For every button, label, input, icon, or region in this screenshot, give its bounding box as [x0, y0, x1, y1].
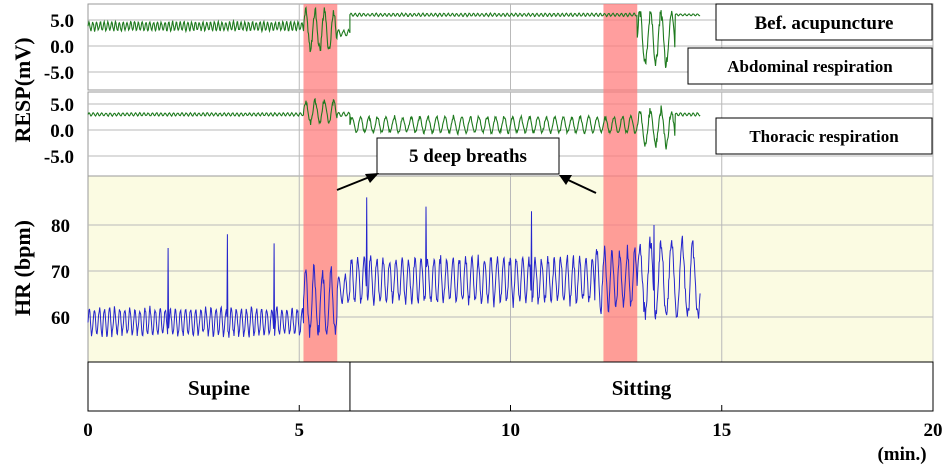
grid-lines — [88, 4, 934, 362]
hr-trace — [87, 197, 701, 338]
abdominal-trace — [87, 6, 701, 68]
annotation-arrow-right — [565, 178, 597, 194]
abdominal-y-tick-label: -5.0 — [44, 63, 74, 84]
x-tick-label: 15 — [712, 420, 731, 441]
abdominal-y-tick-label: 5.0 — [50, 11, 74, 32]
abdominal-label-box: Abdominal respiration — [687, 47, 933, 85]
x-axis: 0 5 10 15 20 — [83, 405, 942, 441]
abdominal-y-tick-label: 0.0 — [50, 37, 74, 58]
thoracic-y-tick-label: -5.0 — [44, 147, 74, 168]
annotation-arrowhead-left — [365, 173, 379, 183]
x-tick-label: 0 — [83, 420, 93, 441]
thoracic-label-box: Thoracic respiration — [715, 117, 933, 155]
traces — [87, 6, 701, 338]
x-tick-label: 5 — [295, 420, 305, 441]
phase-label-sitting: Sitting — [612, 376, 672, 400]
phase-bar: Supine Sitting — [87, 361, 934, 412]
hr-y-axis-title: HR (bpm) — [10, 220, 35, 316]
annotation-text: 5 deep breaths — [409, 146, 527, 167]
abdominal-label: Abdominal respiration — [727, 57, 893, 76]
annotation-arrowhead-right — [559, 175, 572, 185]
phase-label-supine: Supine — [188, 376, 250, 400]
x-tick-label: 10 — [501, 420, 520, 441]
y-tick-labels: 5.0 0.0 -5.0 5.0 0.0 -5.0 60 70 80 — [44, 11, 74, 329]
thoracic-label: Thoracic respiration — [749, 127, 899, 146]
thoracic-y-tick-label: 0.0 — [50, 121, 74, 142]
thoracic-y-tick-label: 5.0 — [50, 95, 74, 116]
header-label: Bef. acupuncture — [755, 13, 894, 34]
x-axis-unit-label: (min.) — [877, 444, 926, 465]
resp-y-axis-title: RESP(mV) — [10, 37, 35, 142]
annotation: 5 deep breaths — [336, 137, 597, 194]
hr-y-tick-label: 80 — [51, 216, 70, 237]
hr-y-tick-label: 60 — [51, 308, 70, 329]
header-label-box: Bef. acupuncture — [715, 3, 933, 41]
hr-y-tick-label: 70 — [51, 262, 70, 283]
x-tick-label: 20 — [924, 420, 942, 441]
thoracic-trace — [87, 97, 701, 150]
annotation-arrow-left — [336, 175, 373, 191]
